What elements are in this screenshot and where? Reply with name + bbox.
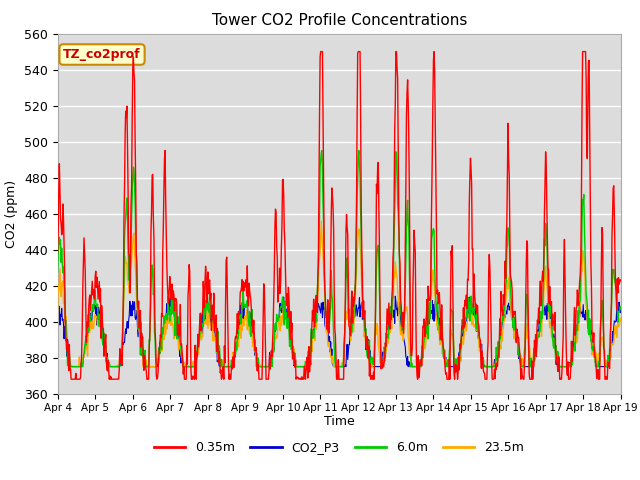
X-axis label: Time: Time	[324, 415, 355, 428]
Y-axis label: CO2 (ppm): CO2 (ppm)	[5, 180, 19, 248]
Title: Tower CO2 Profile Concentrations: Tower CO2 Profile Concentrations	[211, 13, 467, 28]
Text: TZ_co2prof: TZ_co2prof	[63, 48, 141, 61]
Legend: 0.35m, CO2_P3, 6.0m, 23.5m: 0.35m, CO2_P3, 6.0m, 23.5m	[149, 436, 529, 459]
